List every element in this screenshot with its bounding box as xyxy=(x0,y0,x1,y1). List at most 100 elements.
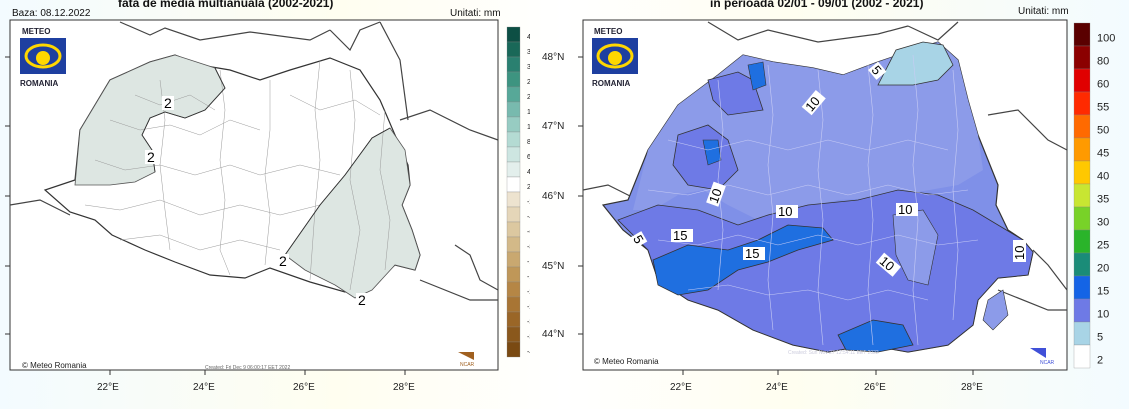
right-legend-label: 40 xyxy=(1097,170,1109,182)
left-latitude-ticks xyxy=(5,56,10,335)
lat-label: 46°N xyxy=(542,191,564,202)
left-legend-swatch xyxy=(506,206,521,223)
lon-label: 22°E xyxy=(97,382,119,393)
right-legend-swatch xyxy=(1073,344,1091,369)
left-neighbour-borders xyxy=(9,21,499,301)
right-legend-swatch xyxy=(1073,206,1091,231)
left-legend-label: 25.0 xyxy=(527,79,530,86)
lat-label: 48°N xyxy=(542,52,564,63)
lon-label: 24°E xyxy=(193,382,215,393)
right-latitude-axis xyxy=(578,56,583,335)
right-region-2-5 xyxy=(877,41,954,86)
meteo-romania-logo: METEO ROMANIA xyxy=(592,27,638,88)
left-contour-lines xyxy=(141,67,391,256)
right-contour-label: 10 xyxy=(898,202,912,217)
anomaly-map-panel: Baza: 08.12.2022 fata de media multianua… xyxy=(0,0,530,409)
left-longitude-axis: 22°E 24°E 26°E 28°E xyxy=(97,370,415,393)
right-legend-label: 80 xyxy=(1097,55,1109,67)
left-legend-label: 20.0 xyxy=(527,94,530,101)
left-legend-swatch xyxy=(506,191,521,208)
lon-label: 22°E xyxy=(670,382,692,393)
right-contour-label: 10 xyxy=(778,204,792,219)
left-legend-label: 4.0 xyxy=(527,169,530,176)
right-color-legend: 100 80 60 55 50 45 40 35 30 25 20 15 10 5 2 xyxy=(1073,22,1115,369)
left-legend-swatch xyxy=(506,221,521,238)
lon-label: 26°E xyxy=(293,382,315,393)
right-legend-swatch xyxy=(1073,22,1091,47)
left-county-borders xyxy=(84,59,391,291)
lon-label: 26°E xyxy=(864,382,886,393)
right-legend-label: 100 xyxy=(1097,32,1115,44)
right-legend-swatch xyxy=(1073,45,1091,70)
right-legend-label: 55 xyxy=(1097,101,1109,113)
left-legend-label: 6.0 xyxy=(527,154,530,161)
logo-text-bottom: ROMANIA xyxy=(20,79,58,88)
svg-text:NCAR: NCAR xyxy=(460,362,475,368)
left-legend-swatch xyxy=(506,131,521,148)
right-copyright: © Meteo Romania xyxy=(594,357,659,366)
right-legend-swatch xyxy=(1073,68,1091,93)
lon-label: 28°E xyxy=(961,382,983,393)
right-legend-label: 35 xyxy=(1097,193,1109,205)
base-date: Baza: 08.12.2022 xyxy=(12,8,91,19)
left-map-title: fata de media multianuala (2002-2021) xyxy=(118,0,334,10)
left-legend-swatch xyxy=(506,296,521,313)
left-legend-label: -20.0 xyxy=(527,289,530,296)
left-legend-label: -25.0 xyxy=(527,304,530,311)
right-legend-label: 10 xyxy=(1097,308,1109,320)
right-units-label: Unitati: mm xyxy=(1018,6,1069,17)
left-contour-label: 2 xyxy=(279,253,287,269)
right-legend-swatch xyxy=(1073,160,1091,185)
right-legend-label: 15 xyxy=(1097,285,1109,297)
meteo-romania-logo: METEO ROMANIA xyxy=(20,27,66,88)
right-created-stamp: Created: Sun Nov 27 12:54:11 EET 2022 xyxy=(788,350,879,356)
left-legend-swatch xyxy=(506,326,521,343)
left-legend-swatch xyxy=(506,311,521,328)
left-legend-swatch xyxy=(506,161,521,178)
right-map-title: in perioada 02/01 - 09/01 (2002 - 2021) xyxy=(710,0,924,10)
left-legend-label: -40.0 xyxy=(527,349,530,356)
left-legend-label: -4.0 xyxy=(527,214,530,221)
left-legend-label: 8.0 xyxy=(527,139,530,146)
left-legend-swatch xyxy=(506,56,521,73)
right-legend-swatch xyxy=(1073,275,1091,300)
right-legend-label: 2 xyxy=(1097,354,1103,366)
right-legend-swatch xyxy=(1073,183,1091,208)
right-legend-swatch xyxy=(1073,229,1091,254)
left-legend-label: -8.0 xyxy=(527,244,530,251)
left-legend-label: 30.0 xyxy=(527,64,530,71)
left-legend-label: -30.0 xyxy=(527,319,530,326)
lon-label: 28°E xyxy=(393,382,415,393)
lat-label: 47°N xyxy=(542,121,564,132)
right-region-10-15 xyxy=(707,71,764,116)
logo-text-bottom: ROMANIA xyxy=(592,79,630,88)
left-contour-label: 2 xyxy=(147,149,155,165)
right-contour-label: 10 xyxy=(706,187,725,206)
precipitation-normal-map-panel: in perioada 02/01 - 09/01 (2002 - 2021) … xyxy=(578,0,1129,409)
left-legend-label: -10.0 xyxy=(527,259,530,266)
right-region-15-20 xyxy=(837,319,914,353)
left-legend-label: -15.0 xyxy=(527,274,530,281)
left-map-canvas: 2 2 2 2 METEO ROMANIA © Meteo Romania Cr… xyxy=(5,19,530,393)
left-legend-label: 2.0 xyxy=(527,184,530,191)
right-legend-label: 60 xyxy=(1097,78,1109,90)
left-legend-swatch xyxy=(506,116,521,133)
right-legend-swatch xyxy=(1073,114,1091,139)
svg-text:NCAR: NCAR xyxy=(1040,360,1055,366)
right-legend-swatch xyxy=(1073,298,1091,323)
left-legend-swatch xyxy=(506,251,521,268)
left-color-legend: 40.0 35.0 30.0 25.0 20.0 15.0 10.0 8.0 6.0 4.0 2.0… xyxy=(506,26,530,358)
left-legend-swatch xyxy=(506,41,521,58)
right-contour-labels: 5 10 10 10 10 10 15 15 10 5 xyxy=(630,61,1027,277)
right-contour-label: 15 xyxy=(673,228,687,243)
right-legend-label: 45 xyxy=(1097,147,1109,159)
left-legend-label: -2.0 xyxy=(527,199,530,206)
logo-text-top: METEO xyxy=(22,27,50,36)
left-legend-label: -6.0 xyxy=(527,229,530,236)
left-copyright: © Meteo Romania xyxy=(22,361,87,370)
left-legend-label: 40.0 xyxy=(527,34,530,41)
left-contour-label: 2 xyxy=(358,292,366,308)
left-legend-swatch xyxy=(506,146,521,163)
left-legend-label: -35.0 xyxy=(527,334,530,341)
ncar-logo: NCAR xyxy=(1030,348,1055,366)
